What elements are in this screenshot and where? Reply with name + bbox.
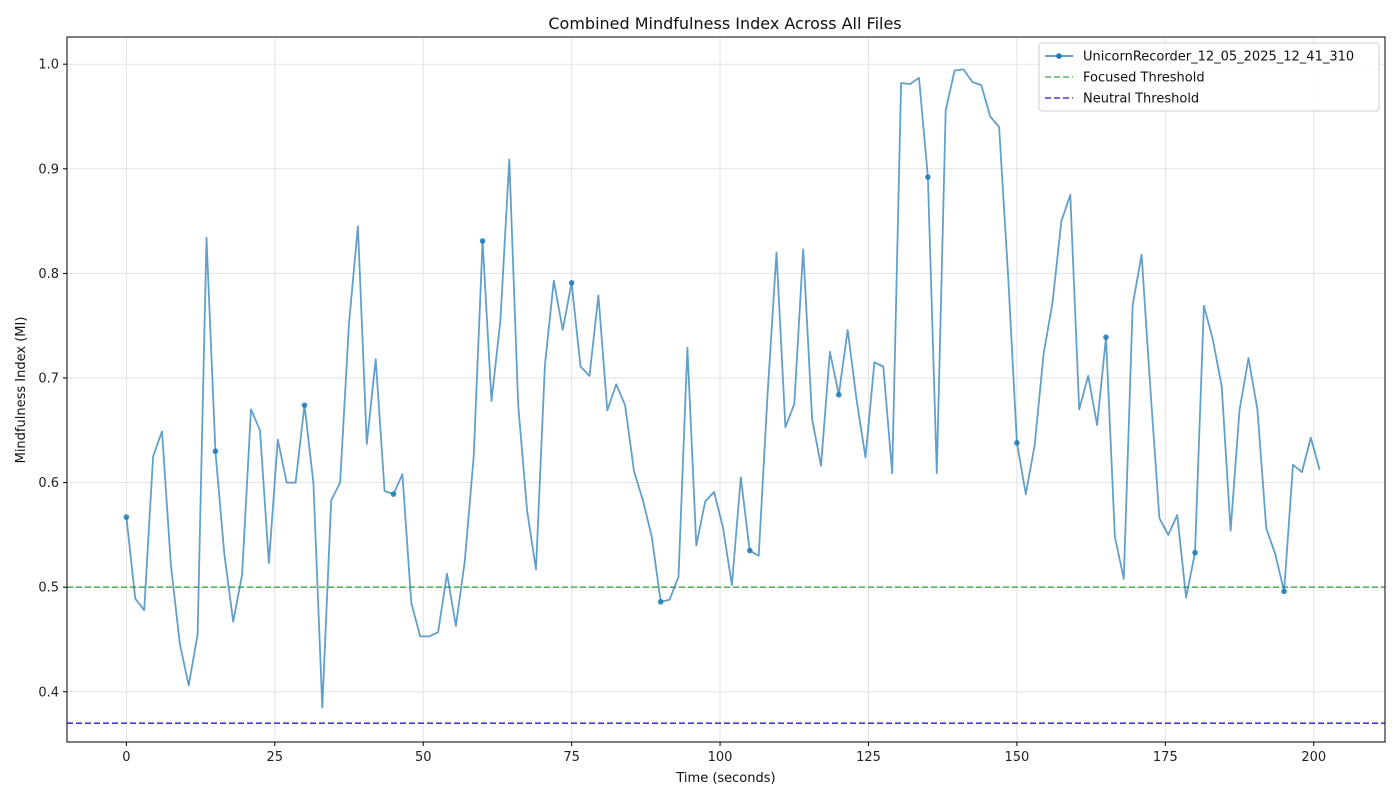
series-point — [301, 402, 308, 408]
series-point — [836, 391, 842, 398]
legend-entry-label: UnicornRecorder_12_05_2025_12_41_310 — [1083, 50, 1354, 65]
y-tick-label: 0.9 — [38, 162, 59, 177]
series-layer — [123, 68, 1321, 709]
series-point — [568, 280, 575, 286]
x-tick-label: 125 — [856, 750, 881, 765]
series-point — [212, 448, 219, 455]
series-point — [925, 174, 931, 180]
plot-frame — [66, 36, 1386, 743]
x-axis-label: Time (seconds) — [675, 771, 775, 786]
x-tick-label: 25 — [267, 750, 284, 765]
series-point — [479, 238, 486, 244]
x-tick-label: 50 — [415, 750, 432, 765]
series-point — [657, 599, 664, 605]
y-tick-label: 0.8 — [38, 267, 59, 282]
chart-title: Combined Mindfulness Index Across All Fi… — [548, 14, 901, 33]
legend-entry-label: Neutral Threshold — [1083, 92, 1199, 107]
legend-box — [1038, 42, 1380, 112]
x-tick-label: 200 — [1301, 750, 1326, 765]
legend-swatch-marker — [1056, 53, 1062, 59]
series-point — [746, 547, 753, 554]
series-point — [123, 514, 130, 520]
x-tick-label: 0 — [122, 750, 130, 765]
x-tick-label: 75 — [563, 750, 580, 765]
series-point — [390, 491, 397, 497]
series-point — [1014, 440, 1020, 446]
y-tick-label: 0.7 — [38, 371, 59, 386]
legend-entry-label: Focused Threshold — [1083, 71, 1205, 86]
series-point — [1281, 588, 1287, 595]
threshold-layer — [67, 586, 1385, 724]
legend: UnicornRecorder_12_05_2025_12_41_310 Focu… — [1038, 42, 1380, 112]
y-axis-label: Mindfulness Index (MI) — [14, 317, 29, 464]
x-tick-label: 150 — [1004, 750, 1029, 765]
x-tick-label: 100 — [708, 750, 733, 765]
tick-layer: 0 25 50 75 100 125 150 175 200 0.4 0.5 0.6 0.7 0.8 0.9… — [38, 58, 1326, 765]
series-point — [1192, 549, 1198, 556]
y-tick-label: 0.5 — [38, 581, 59, 596]
series-point — [1103, 334, 1109, 341]
y-tick-label: 0.6 — [38, 476, 59, 491]
x-tick-label: 175 — [1153, 750, 1178, 765]
series-line — [125, 68, 1321, 709]
y-tick-label: 1.0 — [38, 58, 59, 73]
y-tick-label: 0.4 — [38, 685, 59, 700]
